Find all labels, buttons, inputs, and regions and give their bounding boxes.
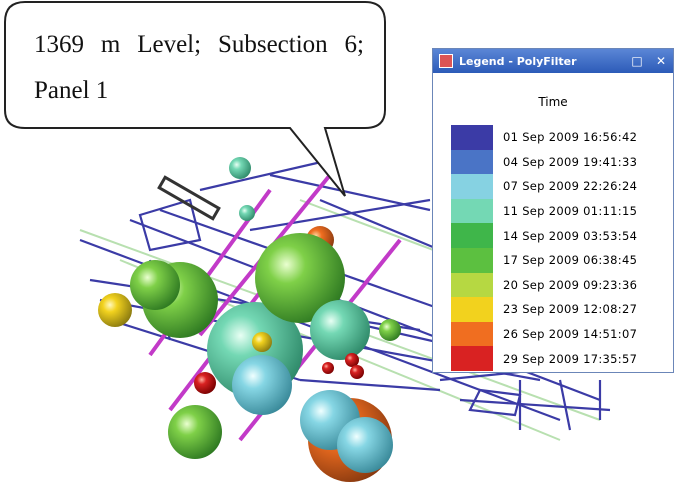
legend-swatch [451, 321, 493, 347]
legend-label: 04 Sep 2009 19:41:33 [503, 154, 638, 169]
legend-label: 26 Sep 2009 14:51:07 [503, 327, 638, 342]
legend-item: 11 Sep 2009 01:11:15 [433, 198, 673, 224]
close-button[interactable]: ✕ [655, 54, 667, 68]
legend-heading: Time [538, 95, 568, 109]
event-spheres [98, 157, 401, 482]
legend-item: 17 Sep 2009 06:38:45 [433, 247, 673, 273]
legend-label: 23 Sep 2009 12:08:27 [503, 302, 638, 317]
legend-item: 23 Sep 2009 12:08:27 [433, 297, 673, 322]
legend-swatch [451, 346, 493, 371]
legend-swatch [451, 223, 493, 248]
legend-swatch [451, 247, 493, 273]
legend-item: 26 Sep 2009 14:51:07 [433, 321, 673, 347]
window-title: Legend - PolyFilter [459, 54, 577, 68]
legend-item: 14 Sep 2009 03:53:54 [433, 223, 673, 248]
callout-text: 1369 m Level; Subsection 6; Panel 1 [34, 31, 364, 104]
legend-item: 04 Sep 2009 19:41:33 [433, 149, 673, 175]
legend-label: 17 Sep 2009 06:38:45 [503, 253, 638, 268]
callout-bubble [4, 1, 386, 197]
legend-swatch [451, 174, 493, 199]
legend-label: 07 Sep 2009 22:26:24 [503, 179, 638, 194]
legend-label: 01 Sep 2009 16:56:42 [503, 130, 638, 145]
legend-swatch [451, 297, 493, 322]
window-icon [439, 54, 453, 68]
legend-label: 14 Sep 2009 03:53:54 [503, 228, 638, 243]
legend-swatch [451, 272, 493, 298]
legend-item: 20 Sep 2009 09:23:36 [433, 272, 673, 298]
legend-label: 20 Sep 2009 09:23:36 [503, 277, 638, 292]
legend-swatch [451, 149, 493, 175]
legend-item: 07 Sep 2009 22:26:24 [433, 174, 673, 199]
tool-frame [157, 175, 221, 221]
legend-label: 11 Sep 2009 01:11:15 [503, 204, 638, 219]
legend-item: 29 Sep 2009 17:35:57 [433, 346, 673, 371]
legend-label: 29 Sep 2009 17:35:57 [503, 351, 638, 366]
title-bar: Legend - PolyFilter □ ✕ [433, 49, 673, 73]
legend-item: 01 Sep 2009 16:56:42 [433, 125, 673, 150]
legend-swatch [451, 198, 493, 224]
maximize-button[interactable]: □ [631, 54, 643, 68]
legend-window: Legend - PolyFilter □ ✕ Time 01 Sep 2009… [432, 48, 674, 373]
legend-items: 01 Sep 2009 16:56:42 04 Sep 2009 19:41:33… [433, 125, 673, 371]
legend-swatch [451, 125, 493, 150]
